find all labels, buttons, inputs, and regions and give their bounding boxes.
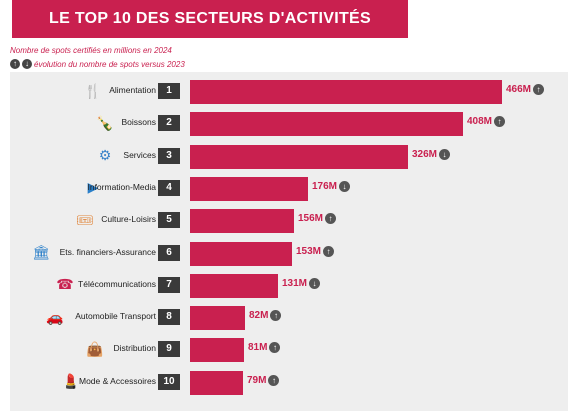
bar-row: 🎟 Culture-Loisirs 5 156M ↑: [10, 209, 568, 234]
ticket-icon: 🎟: [76, 211, 94, 228]
legend-note-values: Nombre de spots certifiés en millions en…: [10, 46, 172, 55]
legend-note-trend-text: évolution du nombre de spots versus 2023: [34, 59, 185, 69]
value-group: 156M ↑: [298, 213, 337, 225]
data-label: 82M: [249, 310, 269, 322]
car-icon: 🚗: [46, 308, 64, 325]
arrow-up-icon: ↑: [494, 116, 506, 128]
rank-badge: 8: [158, 309, 180, 326]
chart-title: LE TOP 10 DES SECTEURS D'ACTIVITÉS: [49, 10, 371, 27]
value-group: 153M ↑: [296, 245, 335, 257]
arrow-up-icon: ↑: [270, 310, 282, 322]
rank-badge: 2: [158, 115, 180, 132]
arrow-down-icon: ↓: [339, 180, 351, 192]
bar-row: ⚙ Services 3 326M ↓: [10, 144, 568, 169]
bar: [190, 144, 408, 169]
data-label: 79M: [247, 374, 267, 386]
data-label: 81M: [248, 342, 268, 354]
bag-icon: 👜: [86, 340, 104, 357]
bar-row: 🍾 Boissons 2 408M ↑: [10, 112, 568, 137]
bar: [190, 209, 294, 234]
bar: [190, 338, 244, 363]
play-icon: ▶: [87, 179, 99, 196]
bar: [190, 176, 308, 201]
rank-badge: 10: [158, 373, 180, 390]
rank-badge: 1: [158, 83, 180, 99]
bar-row: 💄 Mode & Accessoires 10 79M ↑: [10, 370, 568, 395]
arrow-up-icon: ↑: [268, 374, 280, 386]
bar: [190, 273, 278, 298]
value-group: 131M ↓: [282, 277, 321, 289]
category-label: Distribution: [113, 343, 156, 354]
bar-row: 🚗 Automobile Transport 8 82M ↑: [10, 306, 568, 331]
bar: [190, 241, 292, 266]
gears-icon: ⚙: [98, 147, 112, 164]
data-label: 176M: [312, 180, 338, 192]
phone-icon: ☎: [56, 276, 74, 293]
category-label: Ets. financiers-Assurance: [59, 246, 156, 257]
category-label: Automobile Transport: [75, 311, 156, 322]
legend-note-trend: ↑ ↓ évolution du nombre de spots versus …: [10, 59, 185, 69]
lipstick-icon: 💄: [62, 373, 80, 390]
bar-row: 🍴 Alimentation 1 466M ↑: [10, 80, 568, 104]
value-group: 81M ↑: [248, 342, 281, 354]
value-group: 176M ↓: [312, 180, 351, 192]
value-group: 408M ↑: [467, 116, 506, 128]
arrow-up-icon: ↑: [325, 213, 337, 225]
data-label: 408M: [467, 116, 493, 128]
arrow-down-icon: ↓: [439, 148, 451, 160]
arrow-up-icon: ↑: [323, 245, 335, 257]
data-label: 131M: [282, 277, 308, 289]
title-banner: LE TOP 10 DES SECTEURS D'ACTIVITÉS: [12, 0, 408, 38]
category-label: Culture-Loisirs: [101, 214, 156, 225]
bar-row: ▶ Information-Media 4 176M ↓: [10, 176, 568, 201]
rank-badge: 3: [158, 147, 180, 164]
arrow-up-icon: ↑: [10, 59, 20, 69]
bar-row: ☎ Télécommunications 7 131M ↓: [10, 273, 568, 298]
value-group: 466M ↑: [506, 84, 545, 95]
data-label: 153M: [296, 245, 322, 257]
rank-badge: 6: [158, 244, 180, 261]
rank-badge: 7: [158, 276, 180, 293]
rank-badge: 4: [158, 179, 180, 196]
value-group: 326M ↓: [412, 148, 451, 160]
value-group: 82M ↑: [249, 310, 282, 322]
category-label: Services: [123, 149, 156, 160]
bank-icon: 🏛: [32, 244, 50, 260]
category-label: Information-Media: [87, 181, 156, 192]
bottle-icon: 🍾: [96, 114, 114, 131]
arrow-up-icon: ↑: [269, 342, 281, 354]
category-label: Alimentation: [109, 85, 156, 95]
cutlery-icon: 🍴: [84, 82, 102, 99]
data-label: 156M: [298, 213, 324, 225]
data-label: 326M: [412, 148, 438, 160]
category-label: Mode & Accessoires: [78, 375, 156, 386]
rank-badge: 9: [158, 341, 180, 358]
value-group: 79M ↑: [247, 374, 280, 386]
rank-badge: 5: [158, 212, 180, 229]
bar-row: 🏛 Ets. financiers-Assurance 6 153M ↑: [10, 241, 568, 266]
data-label: 466M: [506, 84, 532, 95]
bar-row: 👜 Distribution 9 81M ↑: [10, 338, 568, 363]
arrow-down-icon: ↓: [309, 277, 321, 289]
category-label: Boissons: [121, 117, 157, 128]
arrow-up-icon: ↑: [533, 84, 545, 95]
bar: [190, 80, 502, 104]
category-label: Télécommunications: [78, 278, 156, 289]
bar: [190, 112, 463, 137]
arrow-down-icon: ↓: [22, 59, 32, 69]
bar: [190, 370, 243, 395]
bar: [190, 306, 245, 331]
